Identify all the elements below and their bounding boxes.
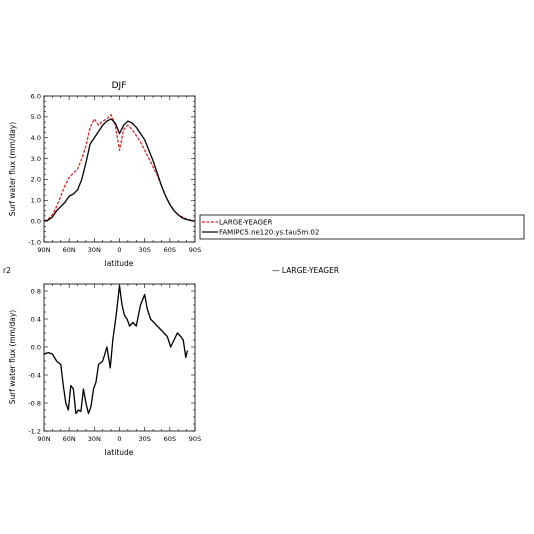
y-tick-label: 0.0: [31, 343, 41, 351]
x-tick-label: 90S: [189, 435, 201, 443]
plot-frame: [43, 95, 196, 243]
x-tick-label: 30S: [138, 435, 150, 443]
series-lines: [43, 114, 196, 222]
legend-entry-large-yeager: LARGE-YEAGER: [219, 219, 272, 227]
series-line-difference: [43, 284, 189, 415]
y-tick-label: -0.8: [28, 399, 41, 407]
x-tick-label: 90S: [189, 246, 201, 254]
x-tick-label: 30S: [138, 246, 150, 254]
series-lines: [43, 284, 189, 415]
x-tick-label: 0: [117, 435, 121, 443]
y-axis-label: Surf water flux (mm/day): [8, 122, 17, 217]
series-line-famipc5: [43, 118, 196, 222]
x-tick-label: 60N: [63, 435, 76, 443]
x-tick-label: 60S: [164, 246, 176, 254]
x-tick-label: 30N: [88, 246, 101, 254]
x-tick-label: 90N: [37, 435, 50, 443]
x-tick-label: 90N: [37, 246, 50, 254]
y-tick-label: 0.0: [31, 217, 41, 225]
legend: LARGE-YEAGER FAMIPC5.ne120.ys.tau5m.02: [199, 214, 525, 240]
y-tick-label: 3.0: [31, 155, 41, 163]
stray-label: r2: [3, 266, 11, 275]
orphan-legend-label: — LARGE-YEAGER: [272, 266, 339, 275]
plot-frame: [43, 283, 196, 432]
tick-marks: [43, 95, 196, 243]
x-tick-labels: 90N 60N 30N 0 30S 60S 90S: [37, 435, 201, 443]
y-tick-label: 6.0: [31, 92, 41, 100]
tick-marks: [43, 283, 196, 432]
y-tick-label: 4.0: [31, 134, 41, 142]
x-tick-labels: 90N 60N 30N 0 30S 60S 90S: [37, 246, 201, 254]
series-line-large-yeager: [43, 114, 196, 222]
y-tick-label: 5.0: [31, 113, 41, 121]
x-tick-label: 60N: [63, 246, 76, 254]
legend-box: [199, 214, 525, 240]
y-tick-label: -1.2: [28, 427, 41, 435]
y-axis-label: Surf water flux (mm/day): [8, 310, 17, 405]
x-axis-label: latitude: [105, 448, 134, 457]
y-tick-labels: -1.2 -0.8 -0.4 0.0 0.4 0.8: [28, 287, 41, 435]
x-axis-label: latitude: [105, 259, 134, 268]
panel-difference: -1.2-0.8-0.40.00.40.8 90N 60N 30N 0 30S 60S 90…: [8, 283, 201, 457]
y-tick-label: 0.4: [31, 315, 41, 323]
y-tick-label: -1.0: [28, 238, 41, 246]
y-tick-label: 0.8: [31, 287, 41, 295]
legend-entry-famipc5: FAMIPC5.ne120.ys.tau5m.02: [219, 229, 319, 237]
y-tick-label: 1.0: [31, 197, 41, 205]
y-tick-label: 2.0: [31, 176, 41, 184]
y-tick-label: -0.4: [28, 371, 41, 379]
panel-djf: DJF -1.0 0.0 1.0 2.0 3.0 4.0 5.0 6.0 90N 60N 30N 0…: [8, 81, 201, 268]
x-tick-label: 0: [117, 246, 121, 254]
x-tick-label: 30N: [88, 435, 101, 443]
chart-title: DJF: [112, 81, 127, 91]
y-tick-labels: -1.0 0.0 1.0 2.0 3.0 4.0 5.0 6.0: [28, 92, 41, 246]
x-tick-label: 60S: [164, 435, 176, 443]
